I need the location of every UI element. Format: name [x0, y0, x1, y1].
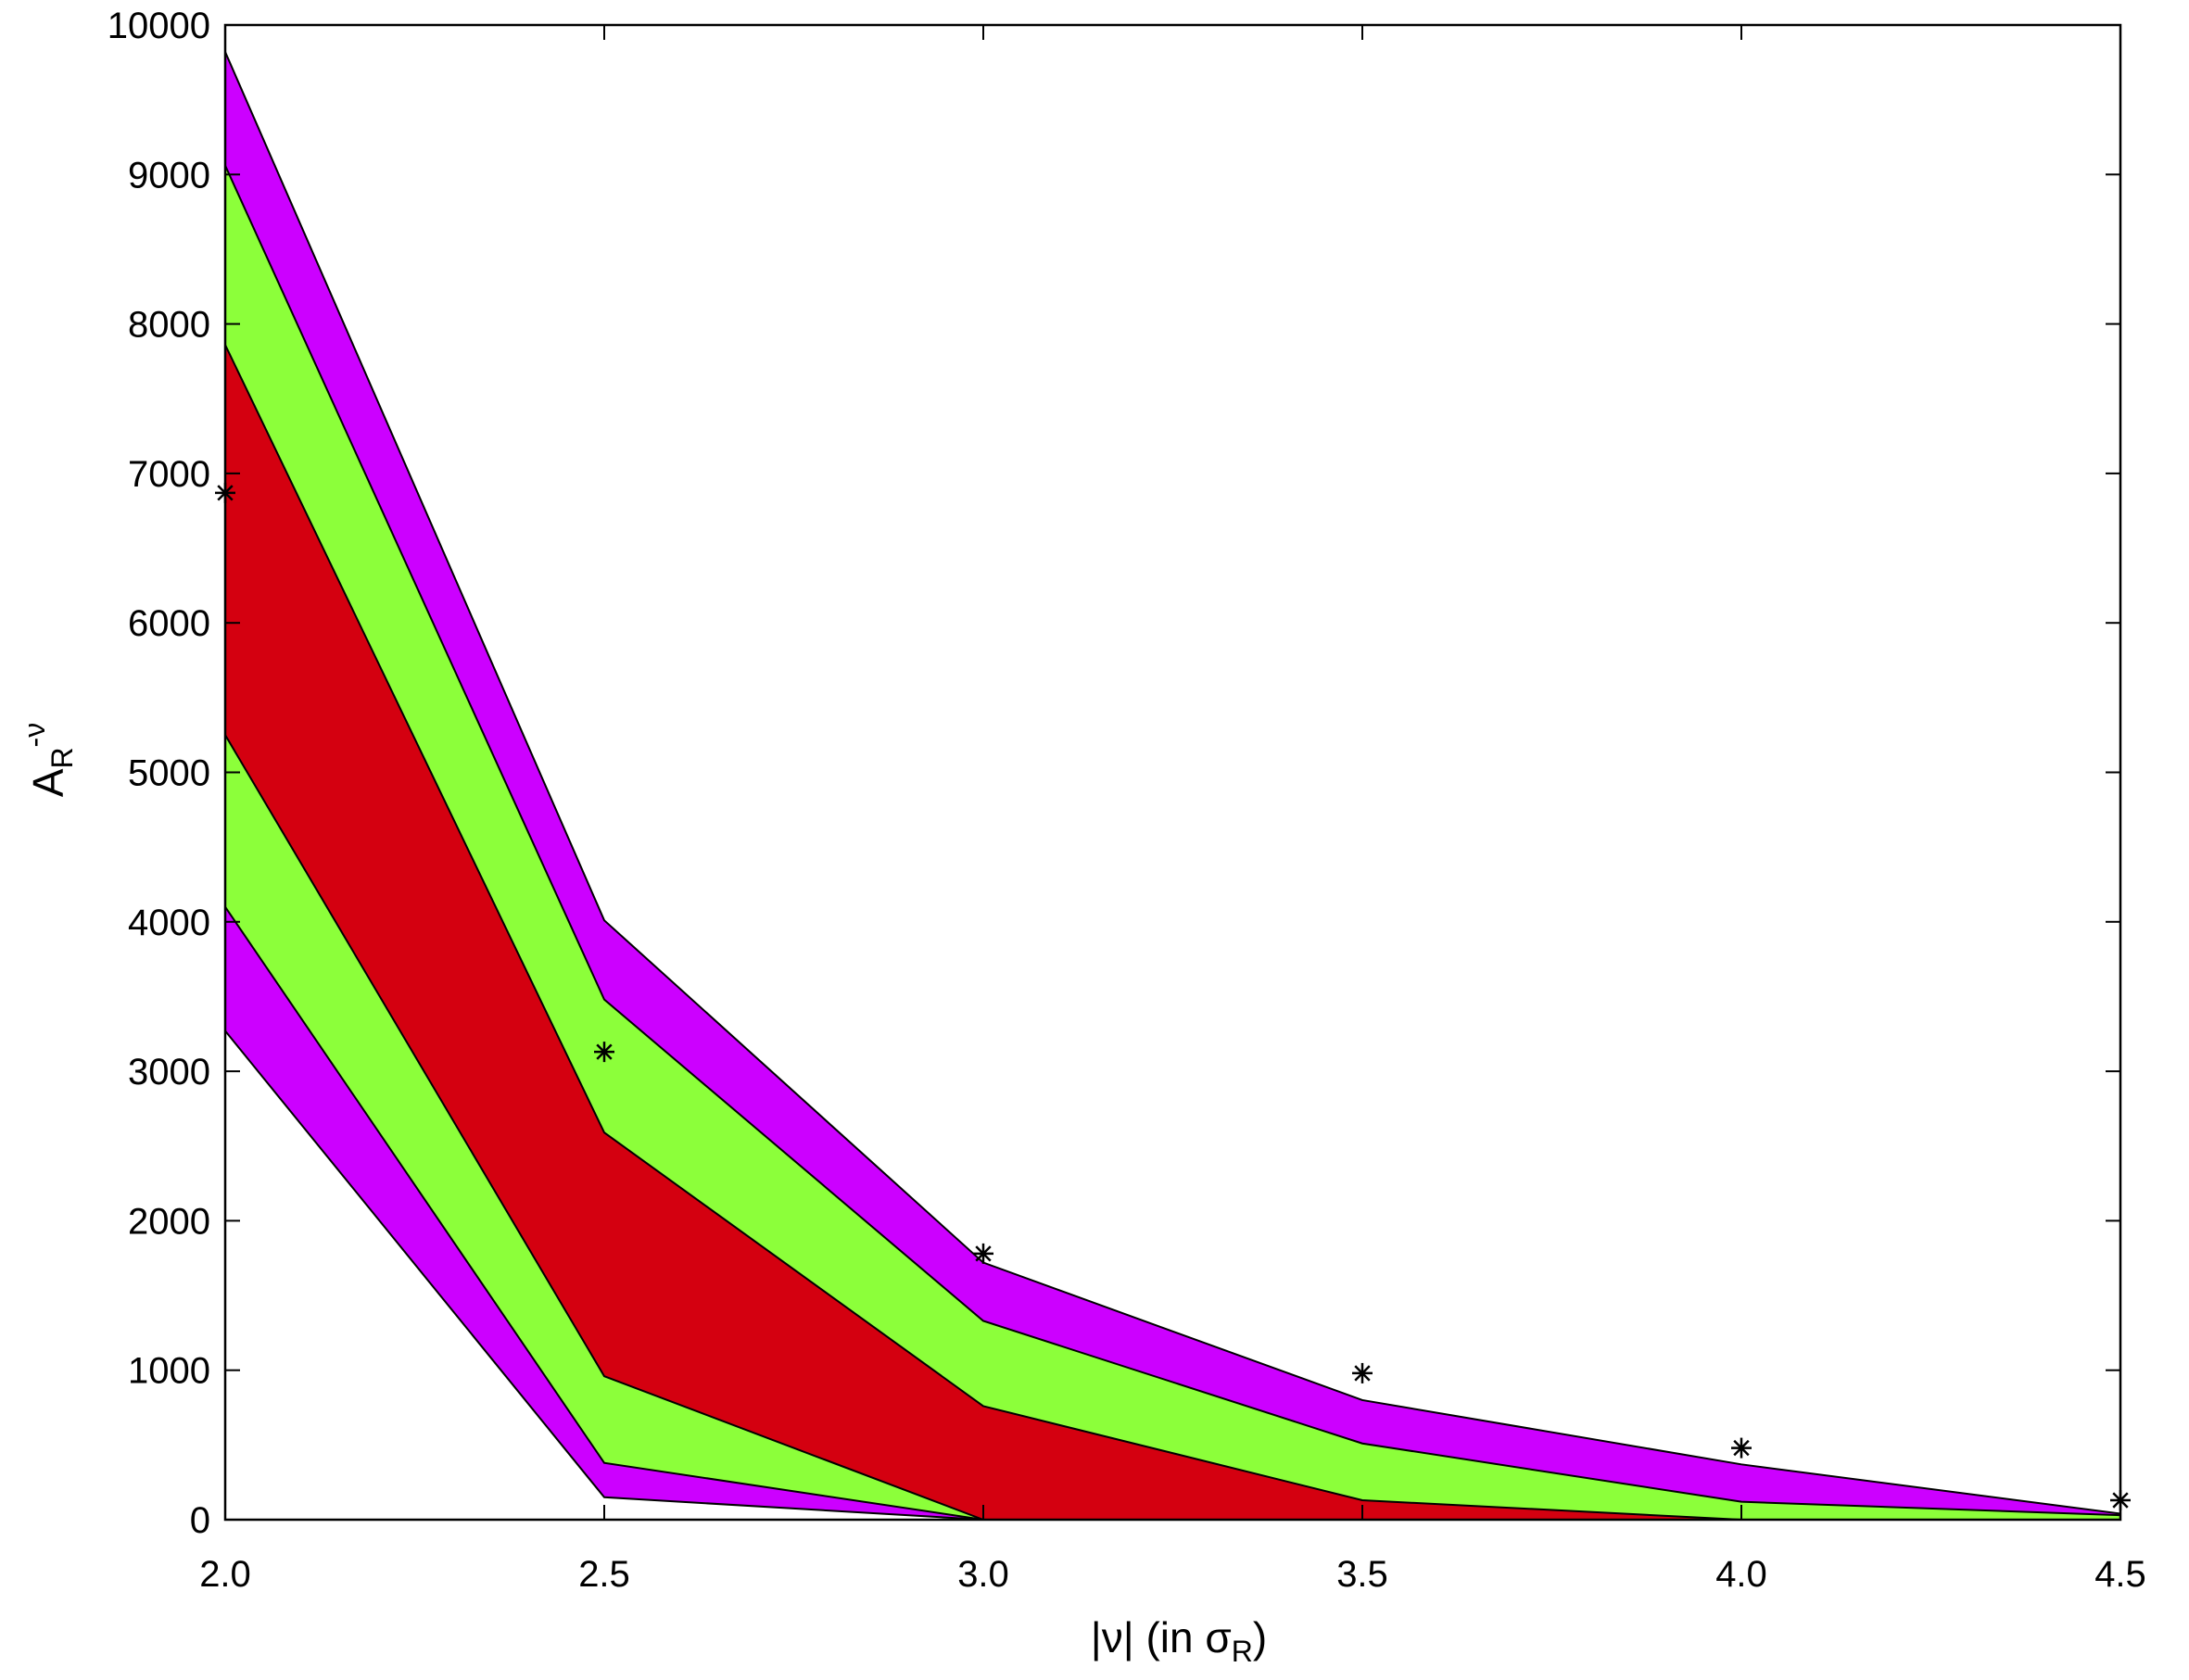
- y-tick-label: 2000: [128, 1201, 210, 1242]
- y-tick-label: 0: [190, 1500, 210, 1541]
- x-axis-label-tail: ): [1253, 1613, 1267, 1661]
- x-tick-label: 3.5: [1336, 1554, 1388, 1595]
- data-point: [594, 1042, 614, 1063]
- y-tick-label: 1000: [128, 1351, 210, 1392]
- y-tick-label: 10000: [108, 6, 210, 46]
- x-tick-label: 3.0: [957, 1554, 1009, 1595]
- y-axis-ticks: 0 1000 2000 3000 4000 5000 6000 7000 8000 9000 100…: [108, 6, 2120, 1541]
- y-tick-label: 7000: [128, 454, 210, 495]
- x-axis-label-sub: R: [1232, 1635, 1253, 1668]
- y-tick-label: 4000: [128, 903, 210, 943]
- data-point: [1352, 1362, 1373, 1383]
- x-axis-label-main: |ν| (in σ: [1091, 1613, 1232, 1661]
- y-axis-label-sub: R: [45, 747, 79, 768]
- y-tick-label: 9000: [128, 155, 210, 196]
- x-axis-ticks: 2.0 2.5 3.0 3.5 4.0 4.5: [199, 25, 2146, 1595]
- x-axis-label: |ν| (in σR): [1091, 1613, 1267, 1668]
- confidence-bands: [224, 51, 2121, 1521]
- y-axis-label: AR-ν: [18, 723, 79, 797]
- data-point: [973, 1243, 993, 1264]
- y-tick-label: 5000: [128, 753, 210, 794]
- band-1: [224, 165, 2121, 1521]
- y-tick-label: 3000: [128, 1052, 210, 1093]
- y-axis-label-main: A: [24, 768, 72, 797]
- x-tick-label: 4.0: [1715, 1554, 1767, 1595]
- data-point: [1731, 1437, 1752, 1459]
- y-axis-label-sup: -ν: [18, 723, 51, 748]
- y-tick-label: 8000: [128, 305, 210, 346]
- x-tick-label: 2.5: [578, 1554, 630, 1595]
- x-tick-label: 4.5: [2094, 1554, 2146, 1595]
- x-tick-label: 2.0: [199, 1554, 251, 1595]
- y-tick-label: 6000: [128, 603, 210, 644]
